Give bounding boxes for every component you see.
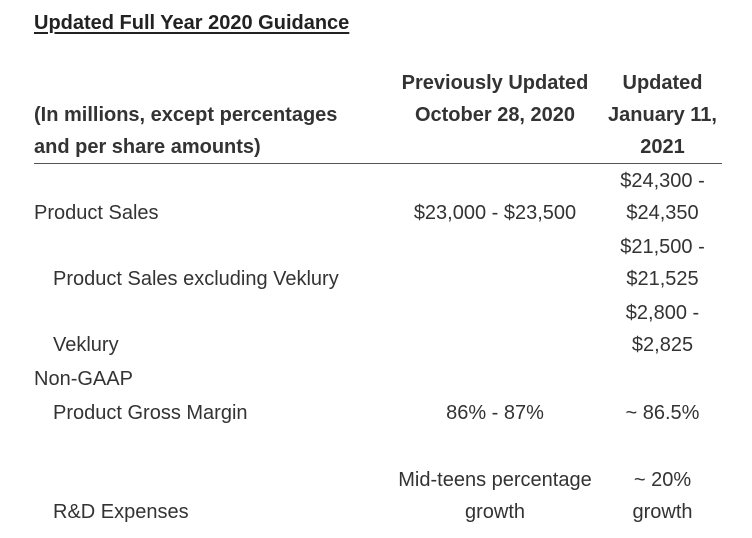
row-updated-veklury: $2,800 - $2,825 bbox=[600, 297, 725, 361]
row-updated-rd-expenses: ~ 20% growth bbox=[600, 464, 725, 528]
row-updated-product-sales: $24,300 - $24,350 bbox=[600, 165, 725, 229]
column-header-description-line2: and per share amounts) bbox=[34, 136, 261, 158]
row-label-rd-expenses: R&D Expenses bbox=[53, 501, 189, 523]
header-divider bbox=[34, 163, 722, 164]
page-title: Updated Full Year 2020 Guidance bbox=[34, 12, 350, 34]
row-previous-product-sales: $23,000 - $23,500 bbox=[413, 202, 577, 224]
row-updated-product-sales-line1: $24,300 - bbox=[620, 170, 705, 192]
row-updated-product-sales-excluding-veklury: $21,500 - $21,525 bbox=[600, 231, 725, 295]
column-header-previously-updated: Previously Updated October 28, 2020 bbox=[380, 67, 610, 131]
column-header-description-line1: (In millions, except percentages bbox=[34, 104, 338, 126]
row-previous-rd-expenses-line1: Mid-teens percentage bbox=[398, 469, 592, 491]
row-updated-product-sales-line2: $24,350 bbox=[626, 202, 699, 224]
row-label-product-sales-excluding-veklury: Product Sales excluding Veklury bbox=[53, 268, 339, 290]
column-header-previously-updated-line1: Previously Updated bbox=[401, 72, 589, 94]
row-updated-veklury-line1: $2,800 - bbox=[625, 302, 700, 324]
column-header-updated: Updated January 11, 2021 bbox=[600, 67, 725, 163]
row-previous-product-gross-margin: 86% - 87% bbox=[446, 402, 544, 424]
column-header-updated-line1: Updated bbox=[622, 72, 703, 94]
row-updated-product-sales-excluding-veklury-line2: $21,525 bbox=[626, 268, 699, 290]
row-label-product-gross-margin: Product Gross Margin bbox=[53, 402, 248, 424]
row-updated-veklury-line2: $2,825 bbox=[631, 334, 694, 356]
row-label-veklury: Veklury bbox=[53, 334, 119, 356]
column-header-description: (In millions, except percentages and per… bbox=[34, 99, 337, 163]
row-label-product-sales: Product Sales bbox=[34, 202, 159, 224]
column-header-updated-line3: 2021 bbox=[640, 136, 685, 158]
row-updated-rd-expenses-line2: growth bbox=[632, 501, 693, 523]
row-previous-rd-expenses: Mid-teens percentage growth bbox=[380, 464, 610, 528]
row-updated-product-sales-excluding-veklury-line1: $21,500 - bbox=[620, 236, 705, 258]
column-header-updated-line2: January 11, bbox=[608, 104, 717, 126]
row-updated-product-gross-margin: ~ 86.5% bbox=[625, 402, 700, 424]
row-label-non-gaap: Non-GAAP bbox=[34, 368, 133, 390]
row-previous-rd-expenses-line2: growth bbox=[464, 501, 526, 523]
row-updated-rd-expenses-line1: ~ 20% bbox=[633, 469, 692, 491]
column-header-previously-updated-line2: October 28, 2020 bbox=[414, 104, 576, 126]
